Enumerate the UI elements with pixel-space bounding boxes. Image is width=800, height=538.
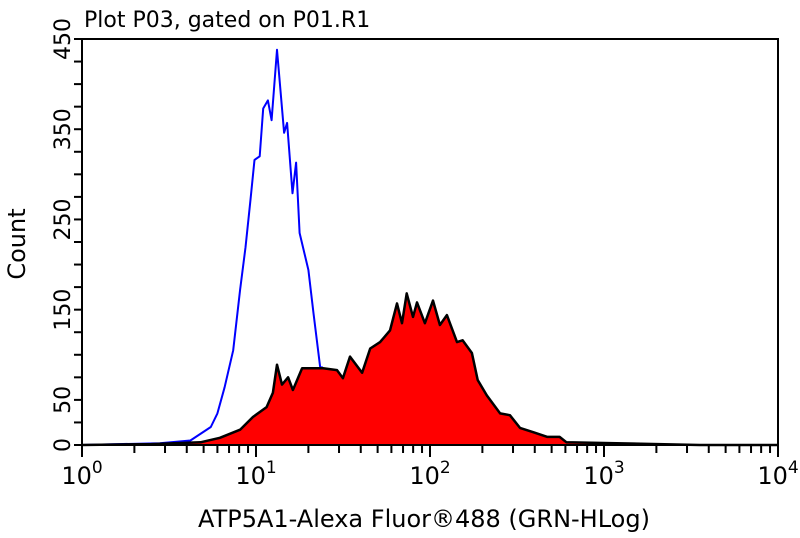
x-tick-base: 10	[61, 462, 92, 490]
series-fill-1	[82, 293, 778, 445]
x-tick-label: 104	[757, 458, 798, 490]
x-tick-base: 10	[235, 462, 266, 490]
x-tick-exponent: 0	[92, 458, 103, 478]
x-tick-label: 101	[235, 458, 276, 490]
series-line-1	[81, 292, 778, 447]
x-tick-base: 10	[583, 462, 614, 490]
y-tick-label: 150	[51, 289, 76, 331]
y-tick-label: 450	[51, 18, 76, 60]
plot-area	[81, 48, 778, 447]
x-tick-exponent: 4	[788, 458, 799, 478]
chart-title: Plot P03, gated on P01.R1	[84, 8, 370, 33]
y-tick-label: 250	[51, 198, 76, 240]
y-tick-label: 350	[51, 108, 76, 150]
y-tick-label: 0	[51, 438, 76, 452]
x-tick-exponent: 3	[614, 458, 625, 478]
x-tick-label: 102	[409, 458, 450, 490]
x-axis-label: ATP5A1-Alexa Fluor®488 (GRN-HLog)	[198, 505, 650, 533]
y-tick-label: 50	[51, 386, 76, 414]
x-tick-label: 100	[61, 458, 102, 490]
y-axis-label: Count	[3, 208, 31, 279]
x-tick-exponent: 1	[266, 458, 277, 478]
x-tick-label: 103	[583, 458, 624, 490]
x-tick-base: 10	[409, 462, 440, 490]
x-tick-exponent: 2	[440, 458, 451, 478]
x-tick-base: 10	[757, 462, 788, 490]
